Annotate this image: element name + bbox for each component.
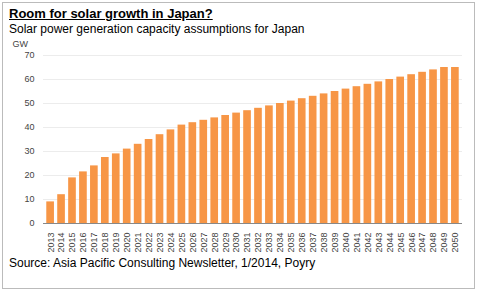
svg-text:50: 50 — [24, 98, 34, 108]
svg-text:2015: 2015 — [67, 233, 77, 253]
svg-text:2050: 2050 — [450, 233, 460, 253]
html-text:Solar power generation capacit: Solar power generation capacity assumpti… — [9, 22, 305, 36]
svg-text:2019: 2019 — [111, 233, 121, 253]
svg-text:2031: 2031 — [242, 233, 252, 253]
svg-text:2027: 2027 — [199, 233, 209, 253]
svg-text:2042: 2042 — [363, 233, 373, 253]
svg-text:2045: 2045 — [396, 233, 406, 253]
svg-text:2017: 2017 — [89, 233, 99, 253]
svg-text:2049: 2049 — [439, 233, 449, 253]
svg-text:2020: 2020 — [122, 233, 132, 253]
svg-text:2041: 2041 — [352, 233, 362, 253]
svg-text:2026: 2026 — [188, 233, 198, 253]
svg-text:60: 60 — [24, 74, 34, 84]
svg-text:20: 20 — [24, 170, 34, 180]
svg-text:10: 10 — [24, 194, 34, 204]
svg-text:2048: 2048 — [428, 233, 438, 253]
svg-text:2039: 2039 — [330, 233, 340, 253]
svg-text:2032: 2032 — [253, 233, 263, 253]
svg-text:2013: 2013 — [45, 233, 55, 253]
svg-text:70: 70 — [24, 50, 34, 60]
svg-text:0: 0 — [29, 218, 34, 228]
svg-text:2023: 2023 — [155, 233, 165, 253]
svg-text:2043: 2043 — [374, 233, 384, 253]
svg-text:2038: 2038 — [319, 233, 329, 253]
svg-text:2018: 2018 — [100, 233, 110, 253]
svg-text:GW: GW — [13, 39, 29, 49]
svg-text:40: 40 — [24, 122, 34, 132]
svg-text:2024: 2024 — [166, 233, 176, 253]
svg-text:2037: 2037 — [308, 233, 318, 253]
svg-text:2022: 2022 — [144, 233, 154, 253]
svg-text:2044: 2044 — [385, 233, 395, 253]
svg-text:2021: 2021 — [133, 233, 143, 253]
svg-text:2030: 2030 — [231, 233, 241, 253]
svg-text:2034: 2034 — [275, 233, 285, 253]
svg-text:2035: 2035 — [286, 233, 296, 253]
svg-text:2014: 2014 — [56, 233, 66, 253]
svg-text:2046: 2046 — [407, 233, 417, 253]
svg-text:2028: 2028 — [210, 233, 220, 253]
svg-text:30: 30 — [24, 146, 34, 156]
html-text:Room for solar growth in Japan: Room for solar growth in Japan? — [9, 6, 213, 21]
svg-text:2036: 2036 — [297, 233, 307, 253]
svg-text:2025: 2025 — [177, 233, 187, 253]
svg-text:2016: 2016 — [78, 233, 88, 253]
svg-text:2040: 2040 — [341, 233, 351, 253]
html-text:Source: Asia Pacific Consultin: Source: Asia Pacific Consulting Newslett… — [9, 256, 316, 270]
svg-text:2029: 2029 — [221, 233, 231, 253]
svg-text:2047: 2047 — [417, 233, 427, 253]
svg-text:2033: 2033 — [264, 233, 274, 253]
